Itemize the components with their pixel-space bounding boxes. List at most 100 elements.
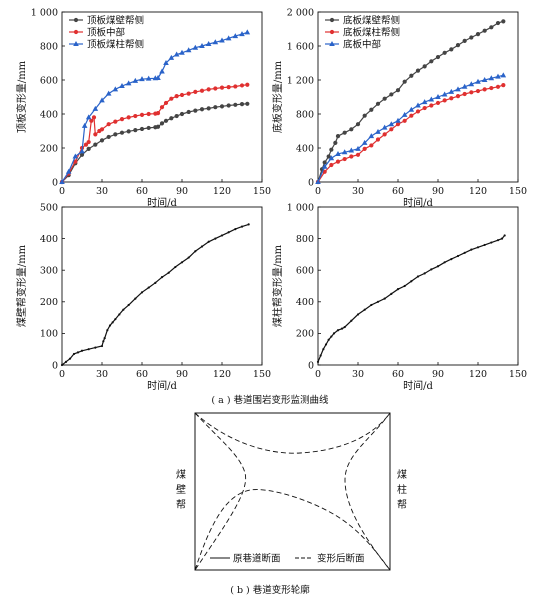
data-point <box>239 31 245 37</box>
x-tick-label: 60 <box>136 186 148 197</box>
data-point <box>187 256 190 259</box>
data-point <box>186 109 191 115</box>
data-point <box>240 225 244 228</box>
y-tick-label: 800 <box>296 109 314 120</box>
data-point <box>476 246 480 249</box>
data-point <box>232 33 239 39</box>
data-point <box>423 272 426 275</box>
data-point <box>490 241 493 244</box>
data-point <box>159 121 165 126</box>
data-point <box>461 83 468 89</box>
series-line <box>61 223 249 366</box>
data-point <box>495 73 501 79</box>
x-tick-label: 90 <box>432 369 444 380</box>
y-tick-label: 0 <box>308 360 314 371</box>
data-point <box>155 111 161 116</box>
y-tick-label: 1 000 <box>31 7 58 18</box>
data-point <box>402 79 407 84</box>
legend-dashed-label: 变形后断面 <box>317 553 365 565</box>
data-point <box>483 243 486 247</box>
data-point <box>322 160 327 165</box>
chart-coalwall: 0 30 60 90 120 150 0 100 200 300 400 500 时间/d 煤壁帮变形量/… <box>15 202 271 392</box>
data-point <box>362 113 367 118</box>
y-tick-label: 200 <box>40 297 58 308</box>
y-tick-label: 1 200 <box>287 75 314 86</box>
data-point <box>356 313 360 316</box>
data-point <box>100 344 104 348</box>
data-point <box>132 77 139 83</box>
data-point <box>422 105 427 111</box>
data-point <box>470 248 473 251</box>
data-point <box>408 106 415 112</box>
data-point <box>333 140 338 145</box>
data-point <box>381 124 388 130</box>
data-point <box>155 124 161 129</box>
data-point <box>383 297 386 300</box>
y-axis-label: 底板变形量/mm <box>271 60 284 133</box>
data-point <box>192 44 199 50</box>
data-point <box>133 113 138 119</box>
series-line <box>61 84 248 183</box>
x-tick-label: 150 <box>509 369 527 380</box>
y-tick-label: 0 <box>308 177 314 188</box>
data-point <box>64 360 68 363</box>
data-point <box>469 35 474 40</box>
data-point <box>245 101 250 106</box>
data-point <box>206 87 211 92</box>
y-tick-label: 100 <box>40 329 58 340</box>
data-point <box>227 231 230 234</box>
data-point <box>225 35 232 41</box>
data-point <box>213 105 218 110</box>
data-point <box>361 139 368 145</box>
data-point <box>503 234 506 237</box>
data-point <box>462 91 467 97</box>
x-tick-label: 0 <box>59 369 65 380</box>
data-point <box>409 73 414 78</box>
data-point <box>348 147 355 153</box>
data-point <box>321 163 328 169</box>
data-point <box>436 265 440 268</box>
data-point <box>463 251 466 254</box>
x-tick-label: 150 <box>253 369 271 380</box>
data-point <box>329 147 334 152</box>
chart-coalpillar: 0 30 60 90 120 150 0 200 400 600 800 1 000 时间/d 煤柱帮变形… <box>271 202 527 392</box>
data-point <box>415 102 421 108</box>
data-point <box>382 132 387 137</box>
data-point <box>233 102 238 107</box>
data-point <box>247 223 250 226</box>
x-tick-label: 60 <box>392 369 404 380</box>
y-tick-label: 1 600 <box>287 41 314 52</box>
data-point <box>93 142 98 147</box>
x-tick-label: 30 <box>96 369 108 380</box>
data-point <box>245 82 250 87</box>
data-point <box>185 47 192 53</box>
data-point <box>212 39 219 45</box>
data-point <box>500 237 504 240</box>
chart-roof: 0 30 60 90 120 150 0 200 400 600 800 1 000 时间/d 顶板变形量… <box>15 7 271 209</box>
data-point <box>186 91 191 96</box>
data-point <box>389 127 394 132</box>
legend-marker <box>329 17 335 23</box>
data-point <box>168 54 175 60</box>
data-point <box>159 68 165 74</box>
data-point <box>174 265 177 269</box>
x-tick-label: 60 <box>136 369 148 380</box>
data-point <box>163 100 169 106</box>
data-point <box>154 281 157 284</box>
data-point <box>86 139 91 145</box>
data-point <box>443 261 446 264</box>
data-point <box>160 276 164 279</box>
data-point <box>429 59 434 64</box>
data-point <box>409 113 414 118</box>
data-point <box>481 77 488 82</box>
data-point <box>233 84 238 89</box>
x-tick-label: 150 <box>253 186 271 197</box>
data-point <box>126 129 131 134</box>
data-point <box>363 308 366 311</box>
data-point <box>214 237 217 240</box>
x-tick-label: 30 <box>352 186 364 197</box>
data-point <box>390 292 393 295</box>
data-point <box>416 275 420 278</box>
y-tick-label: 0 <box>52 360 58 371</box>
legend-label: 顶板中部 <box>87 27 125 39</box>
